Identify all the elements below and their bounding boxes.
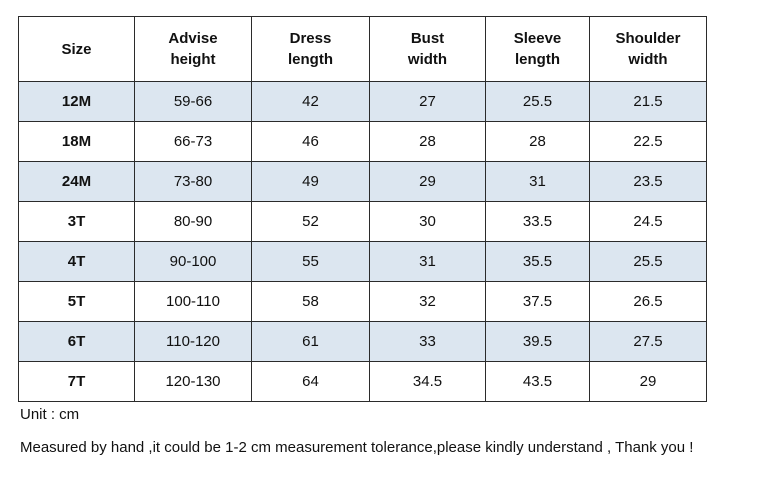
- unit-note: Unit : cm: [20, 406, 80, 423]
- header-row: Size Advise height Dress length Bust width …: [18, 16, 707, 82]
- cell-advise-height: 120-130: [134, 361, 252, 402]
- table-row: 5T 100-110 58 32 37.5 26.5: [18, 281, 707, 322]
- cell-advise-height: 66-73: [134, 121, 252, 162]
- cell-advise-height: 90-100: [134, 241, 252, 282]
- cell-dress-length: 49: [251, 161, 370, 202]
- table-row: 7T 120-130 64 34.5 43.5 29: [18, 361, 707, 402]
- table-row: 6T 110-120 61 33 39.5 27.5: [18, 321, 707, 362]
- cell-shoulder-width: 21.5: [589, 81, 707, 122]
- cell-dress-length: 58: [251, 281, 370, 322]
- cell-shoulder-width: 23.5: [589, 161, 707, 202]
- cell-bust-width: 30: [369, 201, 486, 242]
- header-advise-height: Advise height: [134, 16, 252, 82]
- cell-size: 5T: [18, 281, 135, 322]
- cell-bust-width: 34.5: [369, 361, 486, 402]
- cell-sleeve-length: 37.5: [485, 281, 590, 322]
- cell-dress-length: 64: [251, 361, 370, 402]
- cell-dress-length: 46: [251, 121, 370, 162]
- cell-dress-length: 55: [251, 241, 370, 282]
- cell-size: 18M: [18, 121, 135, 162]
- cell-bust-width: 29: [369, 161, 486, 202]
- cell-size: 6T: [18, 321, 135, 362]
- cell-dress-length: 52: [251, 201, 370, 242]
- cell-sleeve-length: 28: [485, 121, 590, 162]
- cell-size: 3T: [18, 201, 135, 242]
- cell-advise-height: 59-66: [134, 81, 252, 122]
- cell-sleeve-length: 25.5: [485, 81, 590, 122]
- header-shoulder-width: Shoulder width: [589, 16, 707, 82]
- cell-advise-height: 100-110: [134, 281, 252, 322]
- table-row: 18M 66-73 46 28 28 22.5: [18, 121, 707, 162]
- cell-sleeve-length: 35.5: [485, 241, 590, 282]
- cell-sleeve-length: 43.5: [485, 361, 590, 402]
- cell-bust-width: 32: [369, 281, 486, 322]
- cell-shoulder-width: 27.5: [589, 321, 707, 362]
- cell-advise-height: 110-120: [134, 321, 252, 362]
- header-sleeve-length: Sleeve length: [485, 16, 590, 82]
- cell-sleeve-length: 39.5: [485, 321, 590, 362]
- cell-shoulder-width: 29: [589, 361, 707, 402]
- cell-shoulder-width: 25.5: [589, 241, 707, 282]
- header-size: Size: [18, 16, 135, 82]
- cell-bust-width: 28: [369, 121, 486, 162]
- cell-size: 7T: [18, 361, 135, 402]
- cell-shoulder-width: 24.5: [589, 201, 707, 242]
- cell-sleeve-length: 31: [485, 161, 590, 202]
- cell-shoulder-width: 22.5: [589, 121, 707, 162]
- table-row: 3T 80-90 52 30 33.5 24.5: [18, 201, 707, 242]
- cell-shoulder-width: 26.5: [589, 281, 707, 322]
- cell-sleeve-length: 33.5: [485, 201, 590, 242]
- cell-dress-length: 61: [251, 321, 370, 362]
- cell-size: 24M: [18, 161, 135, 202]
- cell-size: 4T: [18, 241, 135, 282]
- tolerance-note: Measured by hand ,it could be 1-2 cm mea…: [20, 439, 694, 456]
- cell-size: 12M: [18, 81, 135, 122]
- cell-advise-height: 80-90: [134, 201, 252, 242]
- cell-bust-width: 33: [369, 321, 486, 362]
- header-dress-length: Dress length: [251, 16, 370, 82]
- table-row: 4T 90-100 55 31 35.5 25.5: [18, 241, 707, 282]
- cell-bust-width: 31: [369, 241, 486, 282]
- size-chart-table: Size Advise height Dress length Bust width …: [18, 16, 707, 402]
- header-bust-width: Bust width: [369, 16, 486, 82]
- table-row: 12M 59-66 42 27 25.5 21.5: [18, 81, 707, 122]
- table-row: 24M 73-80 49 29 31 23.5: [18, 161, 707, 202]
- cell-bust-width: 27: [369, 81, 486, 122]
- cell-dress-length: 42: [251, 81, 370, 122]
- cell-advise-height: 73-80: [134, 161, 252, 202]
